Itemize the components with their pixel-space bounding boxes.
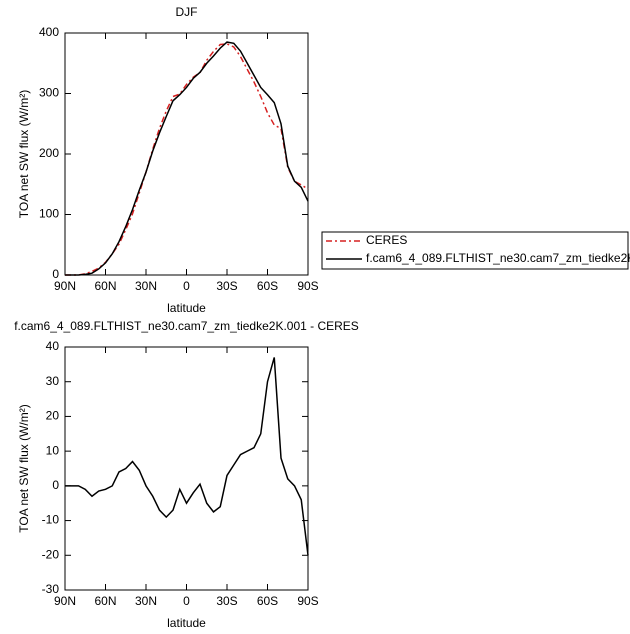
x-tick-label: 0 [183, 594, 190, 608]
x-tick-label: 30S [216, 594, 237, 608]
x-tick-label: 60N [94, 594, 116, 608]
y-tick-label: 200 [39, 146, 59, 160]
y-tick-label: -30 [42, 582, 60, 596]
y-tick-label: 100 [39, 207, 59, 221]
data-line [65, 43, 309, 276]
y-tick-label: 300 [39, 86, 59, 100]
legend-box [321, 231, 629, 270]
y-tick-label: 0 [52, 267, 59, 281]
x-tick-label: 90S [297, 279, 318, 293]
x-tick-label: 60S [257, 594, 278, 608]
x-tick-label: 30N [135, 594, 157, 608]
y-axis-label: TOA net SW flux (W/m²) [17, 90, 31, 218]
x-tick-label: 0 [183, 279, 190, 293]
y-tick-label: 400 [39, 25, 59, 39]
legend-label: CERES [366, 233, 407, 247]
x-tick-label: 30S [216, 279, 237, 293]
data-line [65, 41, 309, 276]
data-line [65, 357, 309, 556]
x-tick-label: 60S [257, 279, 278, 293]
y-tick-label: 40 [46, 339, 60, 353]
legend-label: f.cam6_4_089.FLTHIST_ne30.cam7_zm_tiedke… [366, 251, 630, 265]
y-tick-label: -20 [42, 547, 60, 561]
x-axis-label: latitude [167, 301, 206, 315]
x-axis-label: latitude [167, 616, 206, 630]
y-tick-label: 10 [46, 443, 60, 457]
x-tick-label: 30N [135, 279, 157, 293]
chart-title: f.cam6_4_089.FLTHIST_ne30.cam7_zm_tiedke… [14, 319, 359, 333]
chart-title: DJF [176, 5, 198, 19]
y-axis-label: TOA net SW flux (W/m²) [17, 404, 31, 532]
y-tick-label: 20 [46, 409, 60, 423]
plot-frame [64, 32, 309, 276]
x-tick-label: 60N [94, 279, 116, 293]
y-tick-label: 0 [52, 478, 59, 492]
x-tick-label: 90N [54, 279, 76, 293]
y-tick-label: 30 [46, 374, 60, 388]
y-tick-label: -10 [42, 513, 60, 527]
x-tick-label: 90S [297, 594, 318, 608]
plot-frame [64, 346, 309, 591]
x-tick-label: 90N [54, 594, 76, 608]
